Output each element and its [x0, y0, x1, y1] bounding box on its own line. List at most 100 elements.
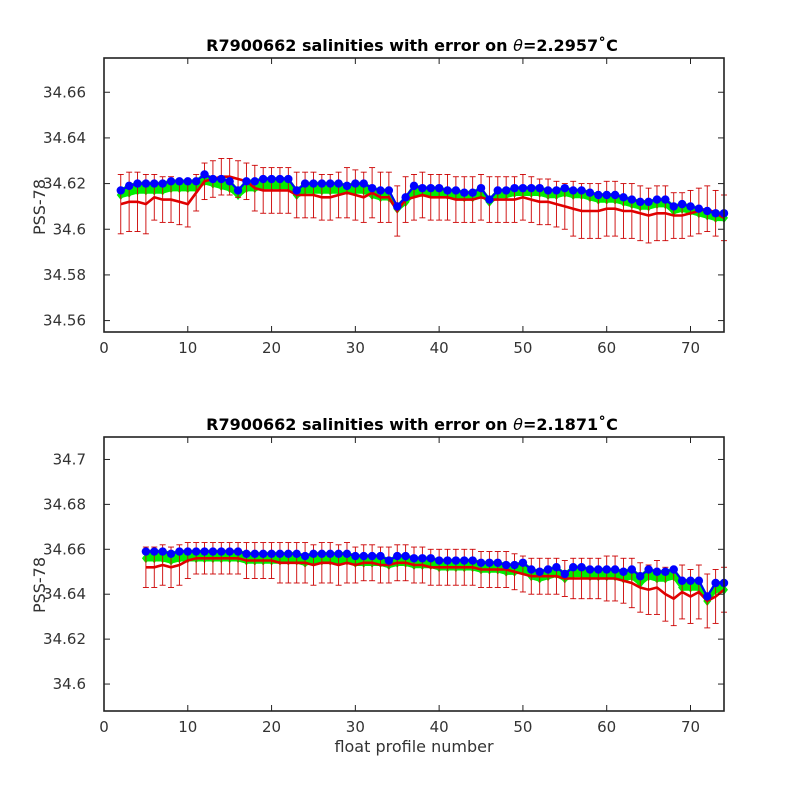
top-float-marker: [485, 195, 494, 204]
top-float-marker: [258, 174, 268, 184]
top-salinity-panel: R7900662 salinities with error on θ=2.29…: [30, 36, 729, 357]
bottom-x-tick-label: 10: [178, 718, 197, 736]
bottom-float-marker: [258, 549, 268, 558]
top-float-marker: [158, 179, 167, 188]
bottom-float-marker: [317, 549, 327, 558]
top-float-marker: [141, 179, 151, 188]
bottom-float-marker: [141, 547, 151, 556]
top-float-marker: [711, 209, 720, 218]
bottom-float-marker: [652, 567, 662, 576]
bottom-y-tick-label: 34.64: [43, 585, 86, 603]
top-float-marker: [166, 177, 176, 186]
top-x-tick-label: 70: [681, 339, 700, 357]
top-float-marker: [460, 188, 469, 197]
bottom-float-marker: [418, 554, 427, 563]
top-y-tick-label: 34.56: [43, 312, 86, 330]
bottom-salinity-panel: R7900662 salinities with error on θ=2.18…: [30, 415, 729, 756]
top-float-marker: [577, 186, 586, 195]
top-float-marker: [652, 195, 662, 204]
bottom-float-marker: [577, 563, 586, 572]
top-float-marker: [677, 199, 687, 209]
top-float-marker: [661, 195, 670, 204]
bottom-float-marker: [627, 565, 637, 574]
bottom-x-tick-label: 0: [99, 718, 109, 736]
top-float-marker: [150, 179, 159, 188]
x-axis-label: float profile number: [334, 737, 494, 756]
top-plot-content: [116, 158, 729, 244]
top-error-bar: [117, 173, 124, 235]
top-float-marker: [250, 177, 260, 186]
top-float-marker: [669, 202, 678, 211]
top-float-marker: [510, 183, 519, 193]
bottom-float-marker: [150, 547, 159, 556]
bottom-y-tick-label: 34.66: [43, 540, 86, 558]
top-x-tick-label: 40: [430, 339, 449, 357]
top-float-marker: [217, 174, 226, 184]
bottom-float-marker: [460, 556, 469, 565]
top-x-tick-label: 50: [513, 339, 532, 357]
bottom-float-marker: [711, 578, 720, 588]
bottom-float-marker: [686, 576, 695, 585]
bottom-float-marker: [543, 565, 553, 574]
bottom-float-marker: [694, 576, 704, 585]
top-float-marker: [309, 179, 318, 188]
bottom-float-marker: [560, 569, 570, 579]
bottom-float-marker: [250, 549, 260, 558]
top-x-tick-label: 20: [262, 339, 281, 357]
top-float-marker: [644, 197, 653, 207]
top-float-marker: [342, 181, 352, 191]
top-float-marker: [200, 170, 209, 179]
top-float-marker: [468, 188, 477, 197]
bottom-float-marker: [166, 549, 176, 558]
top-float-marker: [443, 186, 452, 195]
top-float-marker: [451, 186, 461, 195]
top-chart-title: R7900662 salinities with error on θ=2.29…: [206, 36, 618, 55]
bottom-float-marker: [476, 558, 486, 567]
bottom-chart-title: R7900662 salinities with error on θ=2.18…: [206, 415, 618, 434]
top-plot-frame: [103, 57, 725, 333]
top-y-tick-label: 34.66: [43, 83, 86, 101]
top-axis-ticks: 0 10 20 30 40 50 60 70 34.56 34.58 34.6 34.62 34.64 3…: [43, 58, 724, 357]
bottom-float-marker: [644, 565, 653, 574]
top-float-marker: [686, 202, 695, 211]
top-float-marker: [409, 181, 419, 191]
bottom-float-marker: [284, 549, 293, 558]
top-y-tick-label: 34.58: [43, 266, 86, 284]
bottom-float-marker: [208, 547, 218, 556]
top-float-marker: [242, 177, 251, 186]
top-float-marker: [476, 183, 486, 193]
bottom-float-marker: [384, 556, 394, 565]
top-float-marker: [208, 174, 218, 184]
bottom-x-tick-label: 50: [513, 718, 532, 736]
bottom-float-marker: [610, 565, 620, 574]
bottom-float-marker: [468, 556, 477, 565]
bottom-float-marker: [401, 551, 410, 561]
bottom-float-marker: [443, 556, 452, 565]
bottom-float-marker: [300, 551, 310, 561]
bottom-float-marker: [267, 549, 276, 558]
top-y-axis-label: PSS-78: [30, 179, 49, 235]
top-float-marker: [627, 195, 637, 204]
bottom-float-marker: [602, 565, 611, 574]
bottom-float-marker: [342, 549, 352, 558]
bottom-float-marker: [393, 551, 402, 561]
top-float-marker: [703, 206, 712, 216]
bottom-y-tick-label: 34.62: [43, 630, 86, 648]
top-y-tick-label: 34.6: [53, 220, 86, 238]
bottom-float-marker: [376, 551, 385, 561]
bottom-float-marker: [183, 547, 192, 556]
bottom-float-marker: [527, 565, 536, 574]
bottom-float-marker: [334, 549, 343, 558]
bottom-float-marker: [217, 547, 226, 556]
top-float-marker: [191, 177, 201, 186]
top-y-tick-label: 34.64: [43, 129, 86, 147]
bottom-x-tick-label: 70: [681, 718, 700, 736]
bottom-mapped-line: [145, 556, 725, 603]
bottom-float-marker: [669, 565, 678, 574]
bottom-float-marker: [510, 560, 519, 570]
top-float-marker: [619, 193, 628, 202]
bottom-x-tick-label: 30: [346, 718, 365, 736]
top-float-marker: [334, 179, 343, 188]
top-float-marker: [367, 183, 377, 193]
